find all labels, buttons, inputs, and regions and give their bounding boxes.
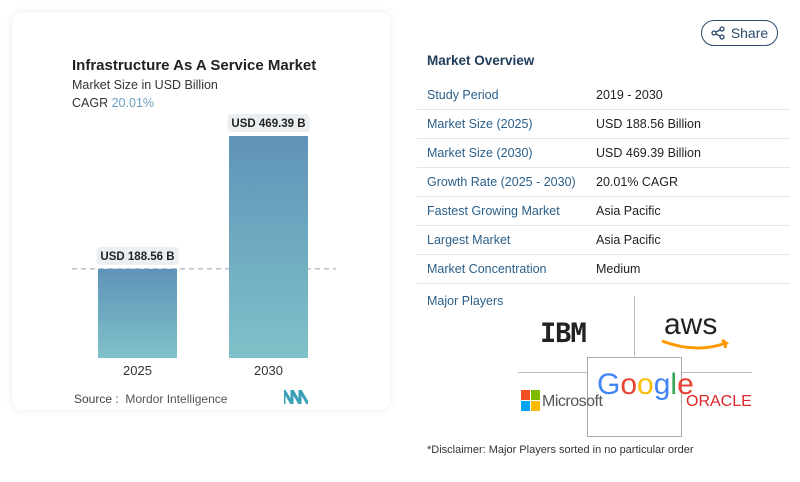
cagr-value: 20.01% xyxy=(111,96,155,110)
data-label-bg xyxy=(227,114,310,132)
share-icon xyxy=(711,26,725,40)
mordor-logo-icon xyxy=(284,390,308,404)
oracle-logo: ORACLE xyxy=(686,393,752,410)
overview-row: Study Period 2019 - 2030 xyxy=(417,80,790,110)
source-label: Source : xyxy=(74,392,119,406)
source: Source : Mordor Intelligence xyxy=(74,392,227,406)
aws-smile-icon xyxy=(661,338,730,350)
cagr-label: CAGR xyxy=(72,96,109,110)
bar-chart: USD 188.56 B 2025 USD 469.39 B 2030 xyxy=(72,114,336,378)
row-key: Study Period xyxy=(427,88,499,102)
row-value: 2019 - 2030 xyxy=(596,88,663,102)
overview-row: Fastest Growing Market Asia Pacific xyxy=(417,196,790,226)
data-label-bg xyxy=(96,246,179,265)
microsoft-logo: Microsoft xyxy=(542,393,603,410)
x-tick-label: 2030 xyxy=(254,363,283,378)
chart-subtitle: Market Size in USD Billion xyxy=(72,78,218,92)
overview-row: Market Size (2025) USD 188.56 Billion xyxy=(417,109,790,139)
source-name: Mordor Intelligence xyxy=(125,392,228,406)
share-label: Share xyxy=(730,25,769,41)
chart-card xyxy=(12,12,390,410)
row-key: Market Size (2030) xyxy=(427,146,533,160)
aws-logo: aws xyxy=(664,308,718,341)
overview-title: Market Overview xyxy=(427,53,535,68)
row-key: Growth Rate (2025 - 2030) xyxy=(427,175,576,189)
row-value: 20.01% CAGR xyxy=(596,175,678,189)
row-value: Medium xyxy=(596,262,641,276)
data-label: USD 469.39 B xyxy=(231,118,305,130)
x-tick-label: 2025 xyxy=(123,363,152,378)
google-box xyxy=(587,357,682,437)
row-value: USD 188.56 Billion xyxy=(596,117,701,131)
divider xyxy=(634,296,635,356)
bar-2025 xyxy=(98,268,177,358)
major-players-label: Major Players xyxy=(427,294,504,308)
row-value: Asia Pacific xyxy=(596,233,661,247)
overview-row: Growth Rate (2025 - 2030) 20.01% CAGR xyxy=(417,167,790,197)
overview-row: Market Size (2030) USD 469.39 Billion xyxy=(417,138,790,168)
data-label: USD 188.56 B xyxy=(100,251,174,263)
share-button[interactable]: Share xyxy=(701,20,778,46)
disclaimer: *Disclaimer: Major Players sorted in no … xyxy=(427,444,694,456)
row-key: Largest Market xyxy=(427,233,511,247)
microsoft-windows-icon xyxy=(521,390,540,411)
row-key: Market Size (2025) xyxy=(427,117,533,131)
google-logo: Google xyxy=(597,368,694,401)
overview-row: Market Concentration Medium xyxy=(417,254,790,284)
chart-title: Infrastructure As A Service Market xyxy=(72,57,317,74)
row-key: Fastest Growing Market xyxy=(427,204,560,218)
row-value: Asia Pacific xyxy=(596,204,661,218)
ibm-logo: IBM xyxy=(540,318,587,349)
row-key: Market Concentration xyxy=(427,262,547,276)
bar-2030 xyxy=(229,136,308,358)
cagr: CAGR 20.01% xyxy=(72,96,154,110)
overview-row: Largest Market Asia Pacific xyxy=(417,225,790,255)
row-value: USD 469.39 Billion xyxy=(596,146,701,160)
